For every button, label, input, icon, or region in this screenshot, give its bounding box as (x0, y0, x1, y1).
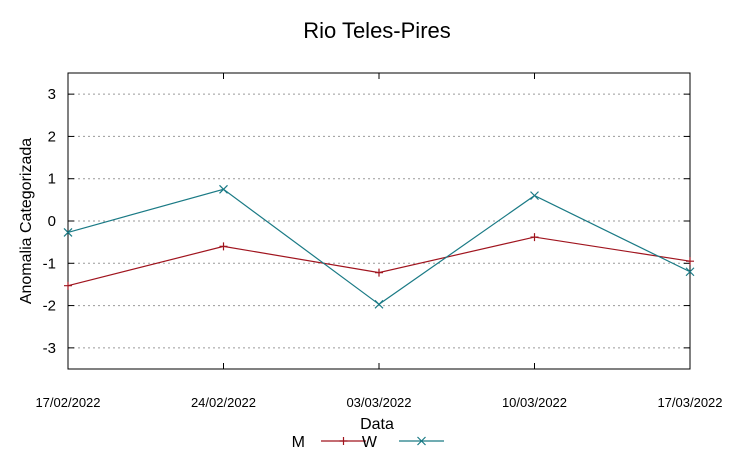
legend-marker-m (339, 437, 348, 445)
x-axis-label: Data (360, 416, 394, 433)
y-tick-label: -3 (43, 340, 56, 357)
series-line-m (67, 236, 691, 287)
y-tick-label: -2 (43, 298, 56, 315)
x-tick-label: 17/03/2022 (657, 395, 722, 410)
data-point-w (374, 299, 384, 309)
y-tick-label: 3 (48, 86, 56, 103)
data-point-w (685, 267, 695, 277)
legend-marker-w (417, 436, 426, 446)
chart-title: Rio Teles-Pires (303, 18, 451, 43)
data-point-w (219, 184, 228, 194)
grid-lines (68, 93, 690, 349)
legend-label-w: W (362, 434, 378, 451)
y-tick-label: -1 (43, 255, 56, 272)
y-tick-label: 0 (48, 213, 56, 230)
legend-label-m: M (292, 434, 305, 451)
x-axis-ticks: 17/02/2022 24/02/2022 03/03/2022 10/03/2022… (35, 73, 723, 410)
x-tick-label: 03/03/2022 (346, 395, 411, 410)
data-point-m (219, 242, 228, 251)
data-point-w (63, 227, 73, 237)
data-point-m (64, 281, 72, 290)
x-tick-label: 10/03/2022 (502, 395, 567, 410)
series-layer (63, 184, 695, 309)
y-tick-label: 1 (48, 171, 56, 188)
x-tick-label: 24/02/2022 (191, 395, 256, 410)
y-tick-label: 2 (48, 128, 56, 145)
data-point-w (530, 191, 539, 201)
data-point-m (686, 257, 694, 266)
x-tick-label: 17/02/2022 (35, 395, 100, 410)
data-point-m (375, 268, 383, 277)
y-axis-ticks: 3 2 1 0 -1 -2 -3 (43, 86, 690, 357)
data-point-m (530, 233, 539, 242)
y-axis-label: Anomalia Categorizada (18, 138, 35, 304)
